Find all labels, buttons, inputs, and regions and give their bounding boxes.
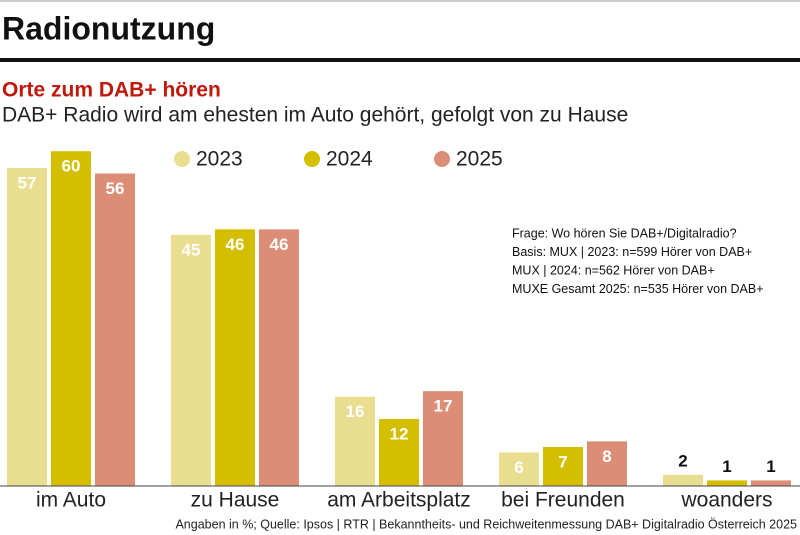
value-label: 46 [270, 235, 289, 254]
bar [51, 151, 91, 486]
value-label: 8 [602, 447, 611, 466]
note: MUXE Gesamt 2025: n=535 Hörer von DAB+ [512, 282, 764, 296]
legend-swatch [304, 151, 320, 167]
value-label: 46 [226, 235, 245, 254]
source: Angaben in %; Quelle: Ipsos | RTR | Beka… [175, 517, 797, 531]
chart-subtitle: DAB+ Radio wird am ehesten im Auto gehör… [2, 104, 628, 127]
legend-swatch [434, 151, 450, 167]
bar [751, 480, 791, 486]
note: Frage: Wo hören Sie DAB+/Digitalradio? [512, 226, 737, 240]
value-label: 12 [390, 425, 409, 444]
legend-label: 2023 [196, 148, 243, 171]
bar [335, 396, 375, 486]
value-label: 1 [722, 457, 731, 476]
value-label: 7 [558, 452, 567, 471]
legend-swatch [174, 151, 190, 167]
value-label: 1 [766, 457, 775, 476]
bar [423, 391, 463, 486]
bar [215, 229, 255, 486]
x-tick-label: woanders [680, 489, 772, 512]
note: MUX | 2024: n=562 Hörer von DAB+ [512, 263, 715, 277]
value-label: 60 [62, 157, 81, 176]
legend-label: 2024 [326, 148, 373, 171]
value-label: 6 [514, 458, 523, 477]
value-label: 2 [678, 451, 687, 470]
bar [707, 480, 747, 486]
value-label: 45 [182, 240, 201, 259]
header: Radionutzung [2, 10, 215, 46]
x-tick-label: zu Hause [191, 489, 280, 512]
bar [543, 446, 583, 486]
bar [259, 229, 299, 486]
bar [663, 474, 703, 486]
value-label: 17 [434, 397, 453, 416]
bar [587, 441, 627, 486]
legend-label: 2025 [456, 148, 503, 171]
x-tick-label: im Auto [36, 489, 106, 512]
chart-title: Orte zum DAB+ hören [2, 79, 221, 102]
bar [171, 234, 211, 486]
value-label: 16 [346, 402, 365, 421]
x-tick-label: bei Freunden [501, 489, 625, 512]
bar [499, 452, 539, 486]
note: Basis: MUX | 2023: n=599 Hörer von DAB+ [512, 245, 752, 259]
value-label: 57 [18, 173, 37, 192]
bar [379, 419, 419, 486]
value-label: 56 [106, 179, 125, 198]
x-tick-label: am Arbeitsplatz [327, 489, 471, 512]
bar [7, 167, 47, 486]
bar [95, 173, 135, 486]
